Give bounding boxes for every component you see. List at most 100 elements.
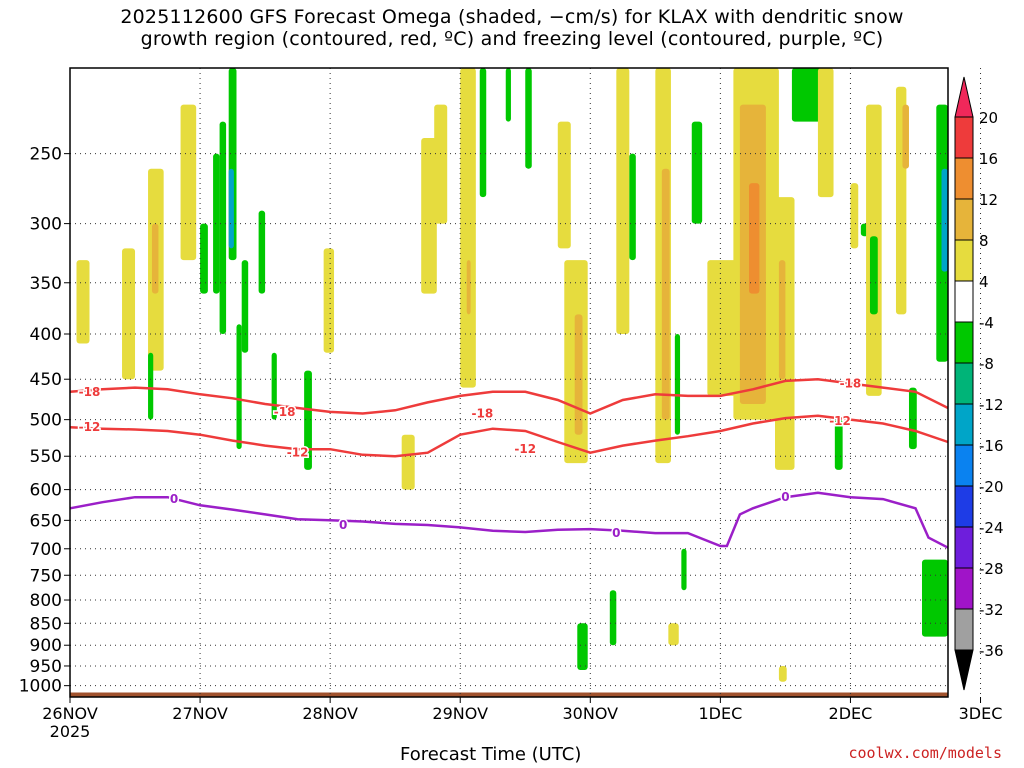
- omega-cell: [323, 248, 335, 353]
- omega-cell: [122, 248, 136, 380]
- ground-bar: [70, 692, 948, 697]
- colorbar-label: -4: [979, 314, 994, 332]
- colorbar-label: -24: [979, 519, 1004, 537]
- y-tick-label: 300: [30, 215, 62, 235]
- omega-cell: [180, 104, 197, 261]
- colorbar-swatch: [954, 362, 974, 405]
- chart-title-line2: growth region (contoured, red, ºC) and f…: [140, 28, 884, 50]
- contour-label: 0: [781, 490, 789, 504]
- x-tick-sublabel: 2025: [50, 722, 91, 741]
- colorbar-label: -32: [979, 601, 1004, 619]
- colorbar-arrow-top: [954, 76, 974, 118]
- y-tick-label: 350: [30, 274, 62, 294]
- colorbar-swatch: [954, 444, 974, 487]
- omega-cell: [941, 168, 948, 272]
- y-tick-label: 800: [30, 591, 62, 611]
- colorbar-label: -16: [979, 437, 1004, 455]
- omega-cell: [707, 260, 740, 396]
- colorbar-swatch: [954, 485, 974, 528]
- omega-cell: [921, 559, 948, 637]
- omega-cell: [629, 153, 636, 261]
- omega-cell: [434, 104, 448, 224]
- omega-cell: [791, 68, 825, 122]
- omega-cell: [616, 68, 630, 335]
- omega-cell: [778, 665, 787, 682]
- x-tick-label: 27NOV: [172, 704, 228, 723]
- y-tick-label: 750: [30, 566, 62, 586]
- omega-cell: [778, 260, 786, 380]
- contour-label: 0: [612, 526, 620, 540]
- x-tick-label: 3DEC: [959, 704, 1003, 723]
- colorbar-swatch: [954, 526, 974, 569]
- omega-cell: [609, 590, 617, 646]
- y-tick-label: 950: [30, 657, 62, 677]
- contour-lines: -18 -12 -18 -12 -18 -12 -18 -12 0 0 0 0: [69, 375, 949, 549]
- colorbar-label: 12: [979, 191, 998, 209]
- omega-cell: [151, 223, 159, 294]
- omega-cell: [817, 68, 834, 198]
- omega-cell: [668, 623, 679, 646]
- omega-cell: [258, 210, 266, 294]
- colorbar-swatch: [954, 198, 974, 241]
- omega-cell: [76, 260, 90, 344]
- colorbar-swatch: [954, 239, 974, 282]
- colorbar-swatch: [954, 403, 974, 446]
- plot-axes: 2503003504004505005506006507007508008509…: [19, 67, 1003, 741]
- y-tick-label: 650: [30, 511, 62, 531]
- omega-cell: [748, 183, 760, 294]
- x-tick-label: 28NOV: [302, 704, 358, 723]
- omega-shading: [76, 68, 948, 682]
- y-tick-label: 600: [30, 481, 62, 501]
- omega-cell: [902, 104, 909, 169]
- omega-cell: [148, 352, 154, 420]
- y-tick-label: 550: [30, 447, 62, 467]
- x-tick-label: 30NOV: [562, 704, 618, 723]
- omega-cell: [525, 68, 532, 169]
- omega-cell: [228, 168, 234, 249]
- colorbar-label: -28: [979, 560, 1004, 578]
- omega-cell: [908, 387, 917, 450]
- omega-cell: [674, 334, 681, 435]
- contour-label: -18: [471, 406, 493, 420]
- y-tick-label: 400: [30, 325, 62, 345]
- omega-cell: [557, 121, 571, 249]
- x-tick-label: 26NOV: [42, 704, 98, 723]
- contour-label: -12: [829, 414, 851, 428]
- chart-title: 2025112600 GFS Forecast Omega (shaded, −…: [0, 6, 1024, 50]
- omega-cell: [479, 68, 487, 198]
- colorbar-swatch: [954, 116, 974, 159]
- y-tick-label: 850: [30, 614, 62, 634]
- omega-cell: [850, 183, 859, 249]
- omega-cell: [401, 434, 415, 490]
- colorbar-label: 16: [979, 150, 998, 168]
- contour-label: -18: [840, 376, 862, 390]
- contour-label: -12: [514, 442, 536, 456]
- omega-cell: [869, 236, 878, 315]
- colorbar-label: -12: [979, 396, 1004, 414]
- omega-cell: [466, 260, 471, 315]
- contour-label: -12: [287, 446, 309, 460]
- omega-cell: [505, 68, 511, 122]
- contour-label: 0: [170, 492, 178, 506]
- x-axis-title: Forecast Time (UTC): [400, 744, 582, 765]
- omega-cell: [304, 370, 312, 470]
- contour-label: -12: [79, 420, 101, 434]
- contour-label: -18: [274, 405, 296, 419]
- omega-cell: [219, 121, 227, 335]
- colorbar: 20 16 12 8 4 -4 -8 -12 -16 -20 -24 -28 -32 -36: [954, 76, 1004, 691]
- colorbar-swatch: [954, 321, 974, 364]
- colorbar-label: 4: [979, 273, 989, 291]
- omega-cell: [681, 548, 687, 591]
- y-tick-label: 700: [30, 540, 62, 560]
- omega-cell: [271, 352, 277, 420]
- colorbar-label: 8: [979, 232, 989, 250]
- omega-cell: [691, 121, 703, 224]
- omega-cell: [213, 153, 220, 294]
- x-tick-label: 2DEC: [829, 704, 873, 723]
- colorbar-swatch: [954, 608, 974, 651]
- chart-title-line1: 2025112600 GFS Forecast Omega (shaded, −…: [120, 6, 904, 28]
- contour--12: [69, 414, 949, 458]
- contour-label: -18: [79, 385, 101, 399]
- omega-cell: [241, 260, 249, 353]
